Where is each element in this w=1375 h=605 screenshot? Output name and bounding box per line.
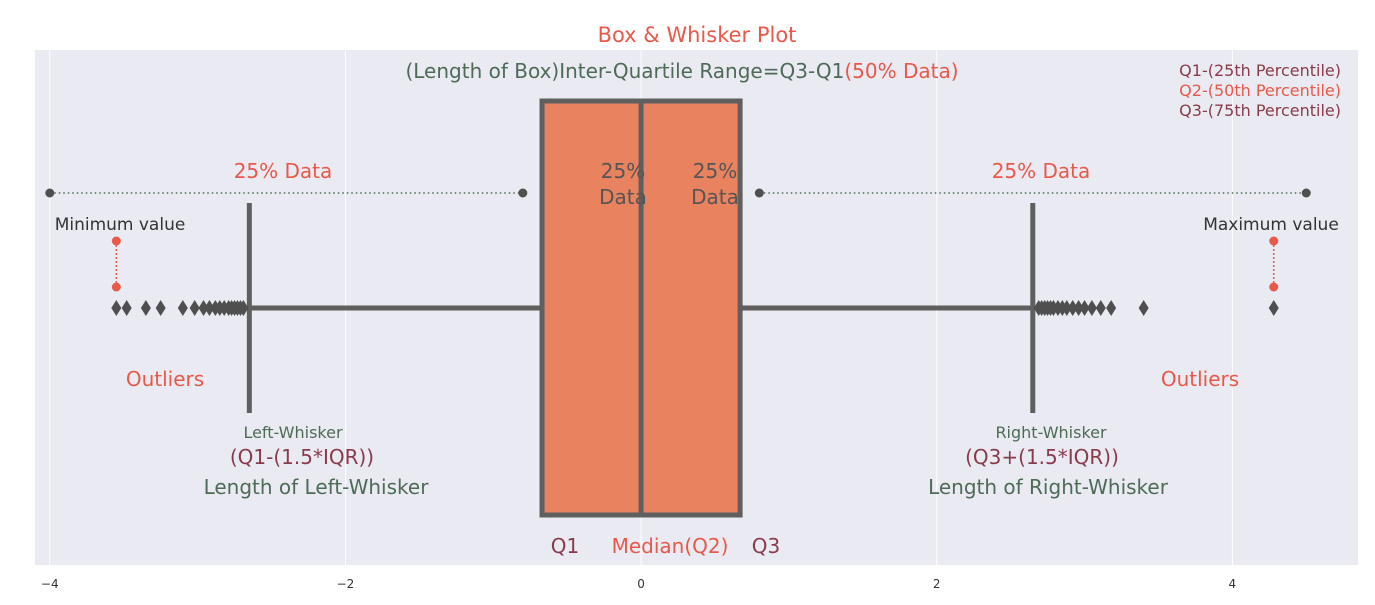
min-value-label: Minimum value [55,215,186,235]
outlier-point-left [111,300,122,316]
subtitle-fifty-pct: (50% Data) [844,59,958,83]
right-whisker-formula: (Q3+(1.5*IQR)) [965,445,1119,469]
outlier-point-left [177,300,188,316]
outliers-right-label: Outliers [1161,367,1239,391]
left-whisker-formula: (Q1-(1.5*IQR)) [230,445,374,469]
outlier-point-left [155,300,166,316]
outlier-point-left [189,300,200,316]
span-left-start-point [45,188,55,198]
span-right-end-point [1301,188,1311,198]
legend-q3: Q3-(75th Percentile) [1179,101,1341,120]
box-right-data: Data [691,185,739,209]
x-tick-label: 2 [933,577,941,591]
outlier-point-right [1061,300,1072,316]
outlier-point-right [1086,300,1097,316]
box-right-pct: 25% [693,159,737,183]
subtitle-iqr: (Length of Box)Inter-Quartile Range=Q3-Q… [405,59,844,83]
pct-left-label: 25% Data [234,159,333,183]
box-left-data: Data [599,185,647,209]
outlier-point-left [204,300,215,316]
outlier-point-right [1095,300,1106,316]
box-left-pct: 25% [601,159,645,183]
box-marks [45,98,1311,518]
left-whisker-label: Left-Whisker [243,423,343,442]
outlier-point-right [1138,300,1149,316]
outliers-left-label: Outliers [126,367,204,391]
left-whisker-length: Length of Left-Whisker [204,475,430,499]
span-left-end-point [518,188,528,198]
outlier-point-right [1073,300,1084,316]
q1-label: Q1 [551,534,579,558]
x-tick-label: −2 [337,577,355,591]
x-tick-label: 0 [637,577,645,591]
x-tick-label: −4 [41,577,59,591]
outlier-point-left [238,300,249,316]
span-right-start-point [754,188,764,198]
outlier-point-right [1079,300,1090,316]
outlier-point-right [1106,300,1117,316]
chart-title: Box & Whisker Plot [598,23,797,47]
min-connector-top [111,236,121,246]
outlier-point-right [1067,300,1078,316]
outlier-point-left [198,300,209,316]
max-value-label: Maximum value [1203,215,1339,235]
legend-q1: Q1-(25th Percentile) [1179,61,1341,80]
right-whisker-label: Right-Whisker [995,423,1107,442]
pct-right-label: 25% Data [992,159,1091,183]
outlier-point-right [1268,300,1279,316]
outlier-point-left [121,300,132,316]
min-connector-bottom [111,282,121,292]
x-axis: −4 −2 0 2 4 [41,577,1236,591]
median-label: Median(Q2) [612,534,729,558]
legend-q2: Q2-(50th Percentile) [1179,81,1341,100]
outlier-point-left [140,300,151,316]
x-tick-label: 4 [1229,577,1237,591]
right-whisker-length: Length of Right-Whisker [928,475,1169,499]
max-connector-bottom [1269,282,1279,292]
q3-label: Q3 [752,534,780,558]
chart-subtitle: (Length of Box)Inter-Quartile Range=Q3-Q… [405,59,958,83]
max-connector-top [1269,236,1279,246]
